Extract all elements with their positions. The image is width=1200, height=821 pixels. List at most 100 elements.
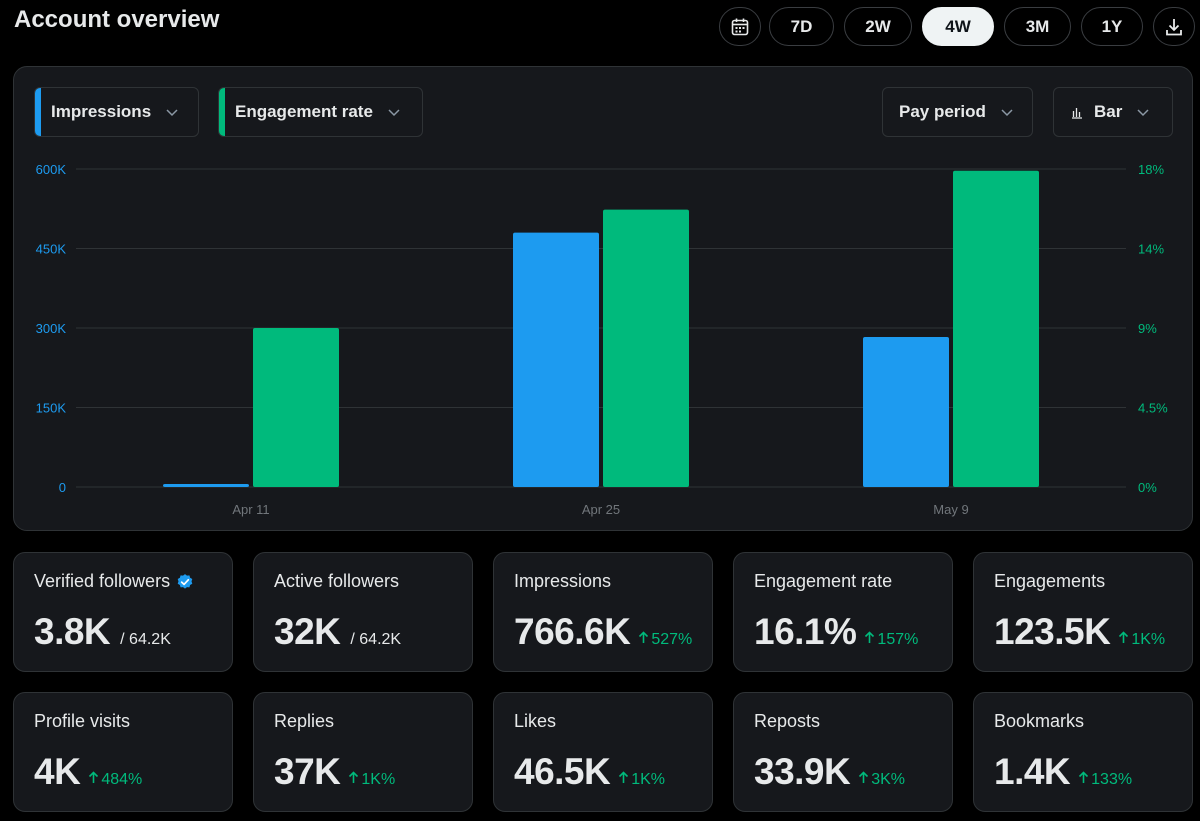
- chart-type-select[interactable]: Bar: [1053, 87, 1173, 137]
- metric-card[interactable]: Engagement rate 16.1% 157%: [733, 552, 953, 672]
- engagement-bar-2: [953, 170, 1039, 487]
- metric-card[interactable]: Engagements 123.5K 1K%: [973, 552, 1193, 672]
- metric-card[interactable]: Replies 37K 1K%: [253, 692, 473, 812]
- arrow-up-icon: [88, 771, 99, 789]
- metric-card-label-text: Engagements: [994, 571, 1106, 591]
- metric2-select[interactable]: Engagement rate: [218, 87, 423, 137]
- metric-card[interactable]: Bookmarks 1.4K 133%: [973, 692, 1193, 812]
- calendar-icon: [731, 18, 749, 35]
- range-3m-button[interactable]: 3M: [1004, 7, 1071, 46]
- metric-card-value: 1.4K: [994, 751, 1071, 792]
- metric-card-change-text: 133%: [1091, 771, 1133, 788]
- metric-card-label: Bookmarks: [994, 711, 1084, 732]
- metric-card-value-row: 46.5K 1K%: [514, 751, 665, 793]
- metric-card-label: Replies: [274, 711, 334, 732]
- engagement-color-marker: [219, 88, 225, 136]
- chevron-down-icon: [387, 105, 401, 119]
- y-left-tick-label: 600K: [36, 162, 67, 177]
- arrow-up-icon: [1118, 631, 1129, 649]
- range-2w-button[interactable]: 2W: [844, 7, 912, 46]
- metric-card-change: 1K%: [618, 771, 665, 789]
- metric-card-value: 766.6K: [514, 611, 631, 652]
- metric-card[interactable]: Reposts 33.9K 3K%: [733, 692, 953, 812]
- metric-card-value: 46.5K: [514, 751, 611, 792]
- y-left-tick-label: 300K: [36, 321, 67, 336]
- metric-card-total: / 64.2K: [120, 631, 171, 648]
- metric-card-value-row: 4K 484%: [34, 751, 142, 793]
- metric-card-value-row: 16.1% 157%: [754, 611, 918, 653]
- arrow-up-icon: [348, 771, 359, 789]
- metric-card-value: 16.1%: [754, 611, 857, 652]
- calendar-button[interactable]: [719, 7, 761, 46]
- metric-card-value-row: 123.5K 1K%: [994, 611, 1165, 653]
- y-left-tick-label: 150K: [36, 401, 67, 416]
- impressions-color-marker: [35, 88, 41, 136]
- bar-chart: 0 0% 150K 4.5% 300K 9% 450K 14% 600K 18% Apr 11 Apr…: [36, 162, 1168, 517]
- metric-card-label-text: Engagement rate: [754, 571, 893, 591]
- impressions-bar-2: [863, 337, 949, 487]
- metric-card-label-text: Impressions: [514, 571, 612, 591]
- chevron-down-icon: [1136, 105, 1150, 119]
- metric-card-label: Reposts: [754, 711, 820, 732]
- metric-card[interactable]: Active followers 32K / 64.2K: [253, 552, 473, 672]
- download-button[interactable]: [1153, 7, 1195, 46]
- page-title: Account overview: [14, 6, 220, 33]
- period-select-label: Pay period: [899, 102, 986, 121]
- metric-card-change-text: 527%: [651, 631, 693, 648]
- metric-card-change: 133%: [1078, 771, 1132, 789]
- arrow-up-icon: [618, 771, 629, 789]
- metric-card-label-text: Profile visits: [34, 711, 131, 731]
- metric-card-change-text: 3K%: [871, 771, 906, 788]
- metric-card-value: 33.9K: [754, 751, 851, 792]
- bar-chart-icon: [1070, 105, 1084, 119]
- metric-card-change-text: 484%: [101, 771, 143, 788]
- metric-card-change: 1K%: [1118, 631, 1165, 649]
- metric1-select[interactable]: Impressions: [34, 87, 199, 137]
- metric-card-value: 32K: [274, 611, 341, 652]
- period-select[interactable]: Pay period: [882, 87, 1033, 137]
- metric-card-value-row: 1.4K 133%: [994, 751, 1132, 793]
- impressions-bar-0: [163, 484, 249, 487]
- metric-card-value-row: 766.6K 527%: [514, 611, 692, 653]
- metric-card-label: Active followers: [274, 571, 399, 592]
- y-left-tick-label: 0: [59, 480, 66, 495]
- metric-card[interactable]: Impressions 766.6K 527%: [493, 552, 713, 672]
- range-7d-button[interactable]: 7D: [769, 7, 834, 46]
- x-tick-label: May 9: [933, 502, 968, 517]
- metric-card-value-row: 32K / 64.2K: [274, 611, 401, 653]
- metric-card-change: 1K%: [348, 771, 395, 789]
- metric-card-value: 37K: [274, 751, 341, 792]
- metric-card-label: Profile visits: [34, 711, 130, 732]
- metric-card-change-text: 1K%: [361, 771, 396, 788]
- arrow-up-icon: [858, 771, 869, 789]
- range-1y-button[interactable]: 1Y: [1081, 7, 1143, 46]
- engagement-bar-0: [253, 328, 339, 487]
- metric-card-change: 3K%: [858, 771, 905, 789]
- chart-type-select-label: Bar: [1094, 102, 1123, 121]
- metric-card-label-text: Active followers: [274, 571, 400, 591]
- engagement-bar-1: [603, 209, 689, 487]
- metric-card-value: 3.8K: [34, 611, 111, 652]
- metric-card-change: 484%: [88, 771, 142, 789]
- metric-card-label: Engagement rate: [754, 571, 892, 592]
- metric-card[interactable]: Profile visits 4K 484%: [13, 692, 233, 812]
- y-right-tick-label: 4.5%: [1138, 401, 1168, 416]
- x-tick-label: Apr 25: [582, 502, 620, 517]
- download-icon: [1166, 18, 1182, 35]
- metric2-select-label: Engagement rate: [235, 102, 373, 121]
- y-right-tick-label: 9%: [1138, 321, 1157, 336]
- y-left-tick-label: 450K: [36, 242, 67, 257]
- metric-card-label-text: Reposts: [754, 711, 821, 731]
- chevron-down-icon: [165, 105, 179, 119]
- arrow-up-icon: [638, 631, 649, 649]
- arrow-up-icon: [864, 631, 875, 649]
- metric-card-change: 157%: [864, 631, 918, 649]
- metric-card-value: 123.5K: [994, 611, 1111, 652]
- metric-card-label-text: Likes: [514, 711, 557, 731]
- metric-card[interactable]: Verified followers 3.8K / 64.2K: [13, 552, 233, 672]
- metric-card-change-text: 1K%: [1131, 631, 1166, 648]
- header: Account overview 7D 2W 4W 3M 1Y: [0, 0, 1200, 60]
- verified-badge-icon: [176, 573, 194, 591]
- metric-card[interactable]: Likes 46.5K 1K%: [493, 692, 713, 812]
- range-4w-button[interactable]: 4W: [922, 7, 994, 46]
